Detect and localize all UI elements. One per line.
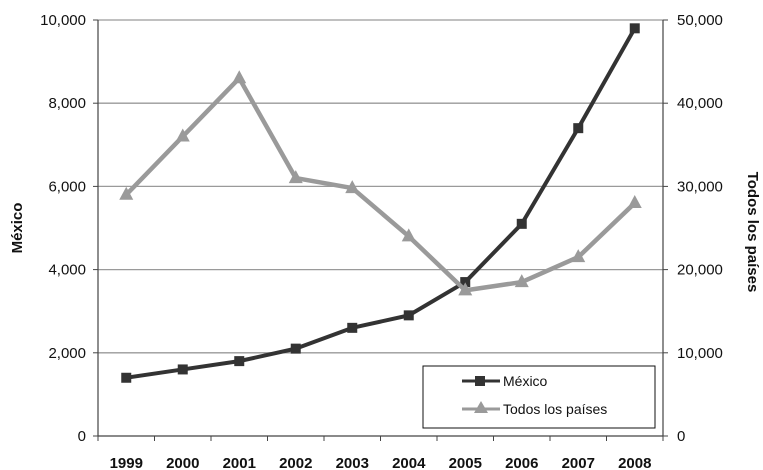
right-tick-label: 20,000	[677, 262, 723, 279]
left-axis-ticks: 0 2,000 4,000 6,000 8,000 10,000	[40, 12, 98, 445]
grid-lines	[98, 19, 663, 354]
right-tick-label: 40,000	[677, 95, 723, 112]
data-point-todos-los-paises	[627, 195, 642, 209]
data-point-todos-los-paises	[345, 180, 360, 194]
data-point-mexico	[177, 364, 188, 375]
legend-box	[422, 365, 656, 429]
legend-label-todos-los-paises: Todos los países	[503, 401, 607, 417]
x-tick-label: 2006	[505, 455, 538, 470]
x-tick-label: 2003	[336, 455, 369, 470]
x-tick-label: 2008	[618, 455, 651, 470]
data-point-todos-los-paises	[571, 249, 586, 263]
data-point-mexico	[347, 322, 358, 333]
left-tick-label: 0	[78, 428, 86, 445]
series-layer	[119, 23, 642, 383]
x-tick-label: 1999	[110, 455, 143, 470]
legend-marker-mexico	[475, 376, 485, 386]
data-point-mexico	[460, 277, 471, 288]
data-point-todos-los-paises	[458, 282, 473, 296]
data-point-mexico	[121, 372, 132, 383]
x-tick-label: 2001	[223, 455, 256, 470]
left-tick-label: 2,000	[48, 345, 86, 362]
data-point-mexico	[234, 356, 245, 367]
legend: México Todos los países	[422, 365, 656, 429]
data-point-todos-los-paises	[175, 128, 190, 142]
series-line-mexico	[125, 27, 637, 380]
right-tick-label: 30,000	[677, 178, 723, 195]
data-point-mexico	[629, 23, 640, 34]
data-point-mexico	[290, 343, 301, 354]
x-tick-label: 2005	[449, 455, 482, 470]
right-tick-label: 50,000	[677, 12, 723, 29]
x-tick-label: 2007	[562, 455, 595, 470]
right-axis-ticks: 0 10,000 20,000 30,000 40,000 50,000	[663, 12, 723, 445]
data-point-todos-los-paises	[401, 228, 416, 242]
x-axis-ticks: 1999 2000 2001 2002 2003 2004 2005 2006 2007 2008	[97, 436, 664, 470]
right-tick-label: 0	[677, 428, 685, 445]
data-point-todos-los-paises	[514, 274, 529, 288]
data-point-todos-los-paises	[119, 186, 134, 200]
left-tick-label: 8,000	[48, 95, 86, 112]
data-point-mexico	[516, 218, 527, 229]
data-point-mexico	[573, 123, 584, 134]
x-tick-label: 2004	[392, 455, 426, 470]
data-point-todos-los-paises	[288, 170, 303, 184]
data-point-todos-los-paises	[232, 70, 247, 84]
left-tick-label: 6,000	[48, 178, 86, 195]
right-axis-title: Todos los países	[744, 172, 761, 293]
x-tick-label: 2000	[166, 455, 199, 470]
data-point-mexico	[403, 310, 414, 321]
legend-marker-todos-los-paises	[474, 401, 488, 413]
left-tick-label: 10,000	[40, 12, 86, 29]
x-tick-label: 2002	[279, 455, 312, 470]
left-tick-label: 4,000	[48, 262, 86, 279]
legend-label-mexico: México	[503, 373, 548, 389]
left-axis-title: México	[9, 203, 26, 254]
series-line-todos-los-paises	[124, 75, 637, 293]
right-tick-label: 10,000	[677, 345, 723, 362]
